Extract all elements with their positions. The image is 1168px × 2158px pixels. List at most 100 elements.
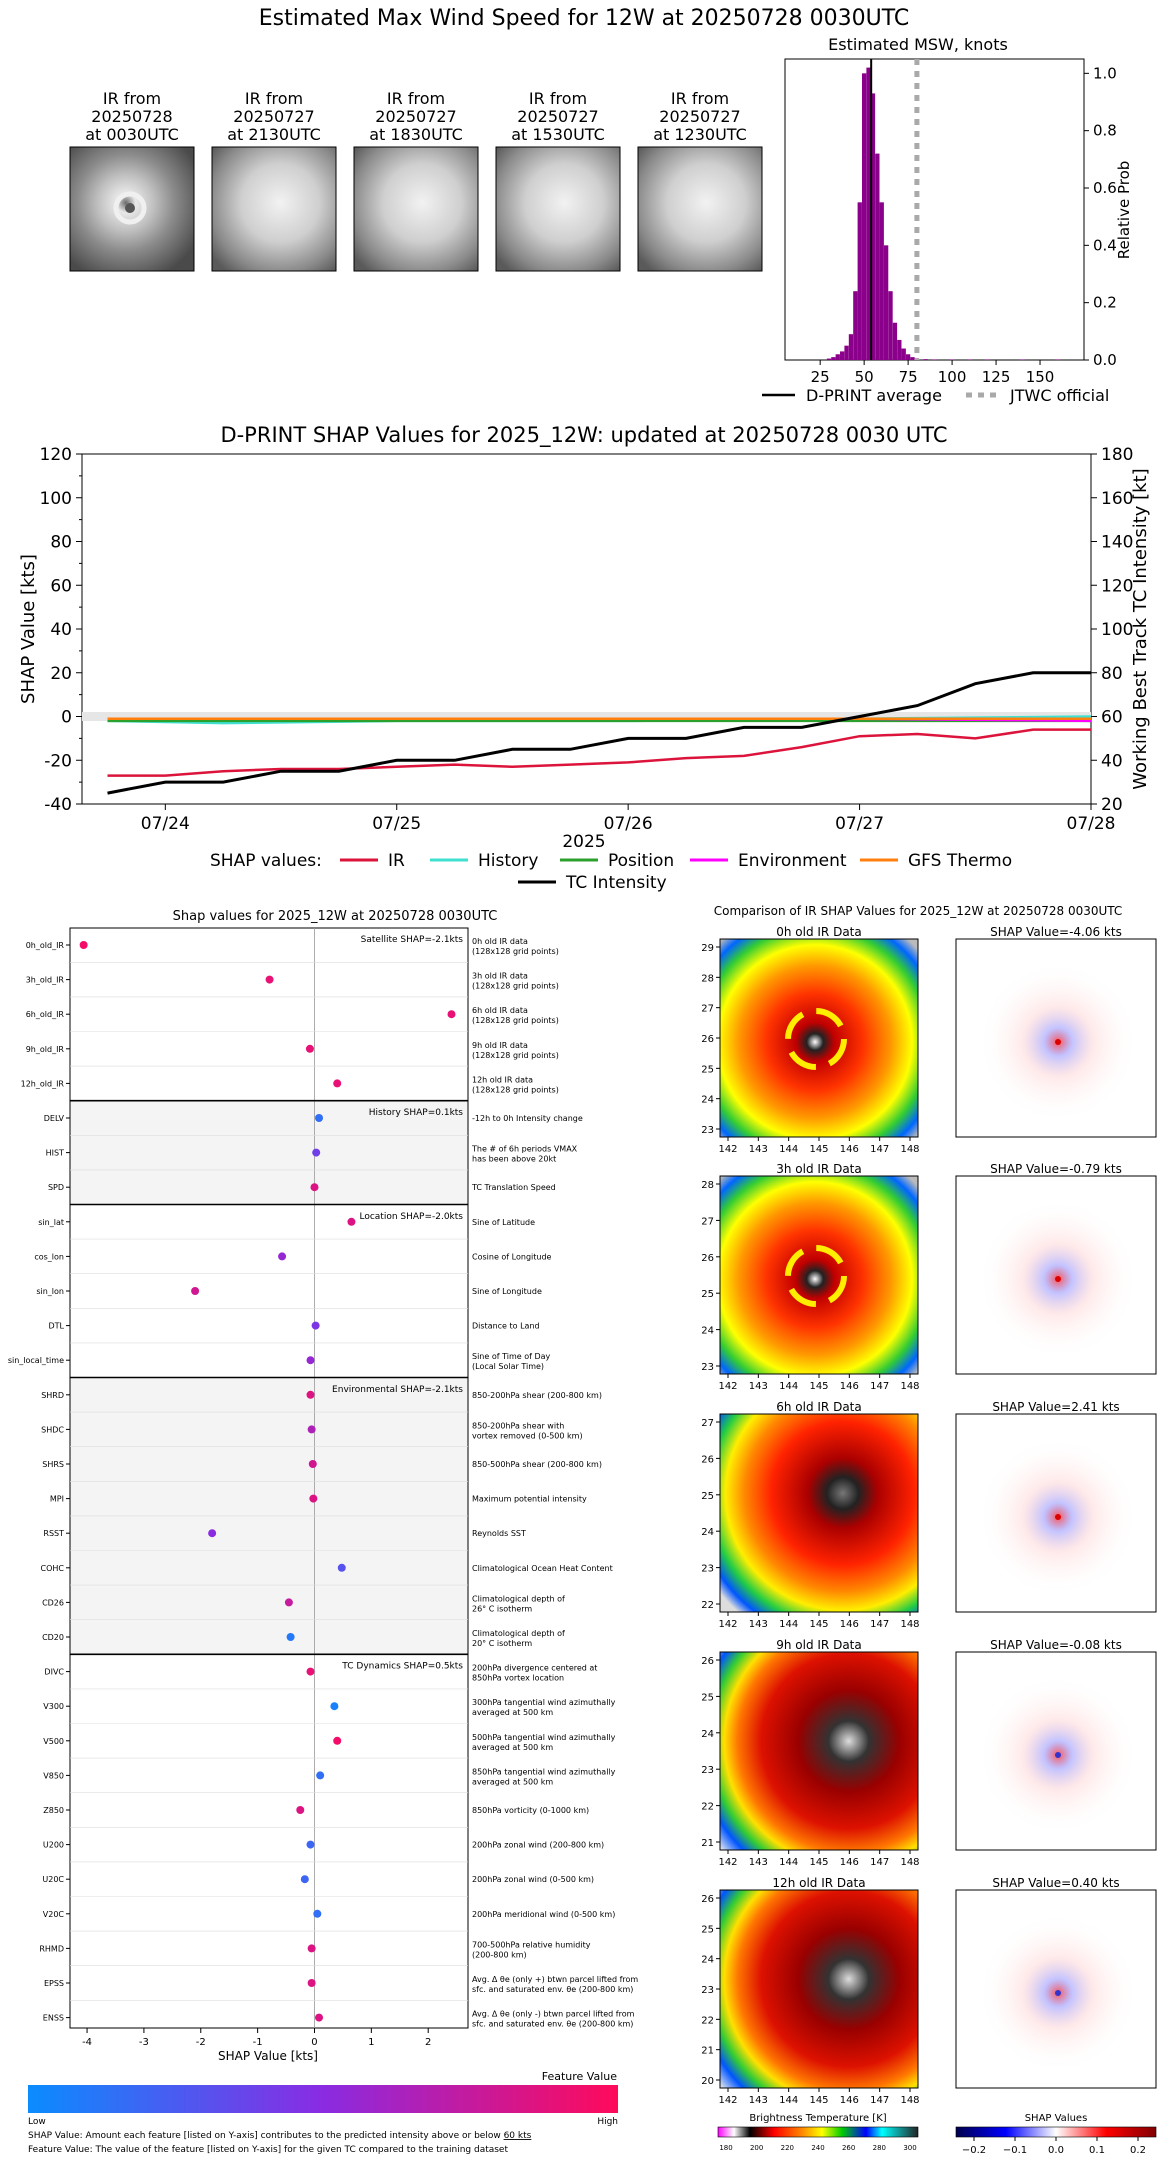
histogram-bar <box>1020 359 1025 361</box>
ir-y-tick-label: 23 <box>701 1765 714 1776</box>
shap-xlabel: SHAP Value [kts] <box>218 2049 318 2063</box>
ir-y-tick-label: 27 <box>701 1418 714 1429</box>
ir-y-tick-label: 29 <box>701 943 714 954</box>
x-tick-label: 150 <box>1026 368 1055 386</box>
feature-name: 12h_old_IR <box>21 1079 65 1088</box>
feature-desc: Reynolds SST <box>472 1529 526 1538</box>
histogram-bar <box>866 67 871 360</box>
legend-label: Position <box>608 851 674 871</box>
feature-desc-line2: (128x128 grid points) <box>472 982 559 991</box>
msw-chart: Estimated MSW, knots 25 50 75 100 125 150 0.0 0… <box>762 35 1133 405</box>
ir-y-tick-label: 25 <box>701 1491 714 1502</box>
ir-x-tick-label: 147 <box>870 1619 889 1630</box>
shap-panel-title: Shap values for 2025_12W at 20250728 003… <box>173 909 498 924</box>
thumb-caption-line1: IR from <box>103 89 161 108</box>
feature-desc-line2: averaged at 500 km <box>472 1777 553 1786</box>
shap-panel-title: SHAP Value=-4.06 kts <box>990 925 1122 939</box>
thumb-caption-line1: IR from <box>387 89 445 108</box>
bt-colorbar-ticks: 180 200 220 240 260 280 300 <box>719 2144 916 2152</box>
ir-x-tick-label: 143 <box>749 1381 768 1392</box>
y-tick-label-right: 80 <box>1101 664 1123 684</box>
feature-desc-line2: averaged at 500 km <box>472 1708 553 1717</box>
ir-thumbnail-image <box>637 146 763 272</box>
shap-dot <box>316 1771 325 1780</box>
y-tick-label-left: 60 <box>50 576 72 596</box>
x-tick-label: 1 <box>368 2037 374 2048</box>
feature-name: SHRS <box>42 1460 64 1469</box>
ir-panel-image <box>719 1651 919 1851</box>
shap-colorbar-tick-label: 0.1 <box>1089 2145 1105 2156</box>
ir-x-tick-label: 145 <box>809 1857 828 1868</box>
histogram-bar <box>923 359 928 360</box>
feature-desc-line1: Sine of Time of Day <box>472 1352 551 1361</box>
x-tick-label: 07/26 <box>604 814 653 834</box>
page-title: Estimated Max Wind Speed for 12W at 2025… <box>259 6 910 31</box>
feature-desc-line2: 20° C isotherm <box>472 1639 532 1648</box>
shap-axes-frame <box>69 927 469 2029</box>
feature-desc: 200hPa zonal wind (0-500 km) <box>472 1875 594 1884</box>
feature-name: 0h_old_IR <box>26 941 65 950</box>
shap-dot <box>330 1702 339 1711</box>
feature-desc-line2: (128x128 grid points) <box>472 947 559 956</box>
histogram-bar <box>840 351 845 360</box>
feature-desc: TC Translation Speed <box>471 1183 556 1192</box>
ir-x-tick-label: 143 <box>749 1619 768 1630</box>
y-tick-label-right: 140 <box>1101 533 1133 553</box>
feature-desc-line1: 850-200hPa shear with <box>472 1421 564 1430</box>
feature-desc: Distance to Land <box>472 1322 540 1331</box>
history-group-bg <box>70 1101 468 1205</box>
ir-thumbnail-image <box>353 146 479 272</box>
footnote-link: 60 kts <box>504 2131 532 2141</box>
feature-desc: Cosine of Longitude <box>472 1252 552 1261</box>
feature-desc-line2: averaged at 500 km <box>472 1743 553 1752</box>
thumb-caption-line1: IR from <box>671 89 729 108</box>
ir-panel-image <box>719 938 919 1138</box>
colorbar-low-label: Low <box>28 2117 46 2127</box>
feature-desc: 850-200hPa shear (200-800 km) <box>472 1391 602 1400</box>
ir-x-tick-label: 143 <box>749 1857 768 1868</box>
shap-dot <box>286 1633 295 1641</box>
feature-name: HIST <box>46 1149 64 1158</box>
ir-x-tick-label: 144 <box>779 1381 798 1392</box>
spiral-band <box>785 1008 847 1070</box>
shap-dot <box>333 1736 342 1745</box>
feature-name: MPI <box>50 1495 64 1504</box>
ir-y-tick-label: 22 <box>701 2015 714 2026</box>
ir-panel-title: 12h old IR Data <box>772 1876 865 1890</box>
feature-name: sin_local_time <box>8 1356 64 1365</box>
shap-dot <box>313 1909 322 1918</box>
shap-dot <box>312 1148 321 1157</box>
ir-panel-title: 6h old IR Data <box>776 1400 862 1414</box>
shap-dot <box>307 1944 316 1953</box>
ir-y-tick-label: 21 <box>701 2046 714 2057</box>
ir-y-tick-label: 21 <box>701 1838 714 1849</box>
histogram-bar <box>1055 359 1060 361</box>
feature-desc: 850hPa vorticity (0-1000 km) <box>472 1806 589 1815</box>
shap-dot <box>311 1321 320 1330</box>
x-tick-label: -1 <box>253 2037 263 2048</box>
timeseries-lines <box>107 671 1092 795</box>
ir-y-tick-label: 24 <box>701 1729 714 1740</box>
ir-y-tick-label: 24 <box>701 1326 714 1337</box>
shap-colorbar-tick-label: 0.2 <box>1130 2145 1146 2156</box>
histogram-bar <box>831 357 836 360</box>
shap-dot <box>333 1079 342 1088</box>
histogram-bar <box>905 354 911 360</box>
legend-jtwc-label: JTWC official <box>1009 386 1109 405</box>
thumb-caption-line3: at 0030UTC <box>85 125 179 144</box>
ir-comparison: Comparison of IR SHAP Values for 2025_12… <box>701 904 1157 2156</box>
ir-x-tick-label: 144 <box>779 1144 798 1155</box>
ir-x-tick-label: 148 <box>900 2095 919 2106</box>
feature-desc: 850-500hPa shear (200-800 km) <box>472 1460 602 1469</box>
y-tick-label-left: 40 <box>50 620 72 640</box>
y-tick-label-right: 120 <box>1101 576 1133 596</box>
feature-desc-line1: 6h old IR data <box>472 1006 528 1015</box>
ir-panel-image <box>719 1175 919 1375</box>
feature-desc-line2: sfc. and saturated env. θe (200-800 km) <box>472 2020 633 2029</box>
shap-panel-title: SHAP Value=-0.08 kts <box>990 1638 1122 1652</box>
ir-y-tick-label: 25 <box>701 1692 714 1703</box>
bt-colorbar <box>717 2126 919 2138</box>
ir-y-tick-label: 20 <box>701 2076 714 2087</box>
ir-y-tick-label: 28 <box>701 1180 714 1191</box>
shap-dot <box>447 1010 456 1019</box>
